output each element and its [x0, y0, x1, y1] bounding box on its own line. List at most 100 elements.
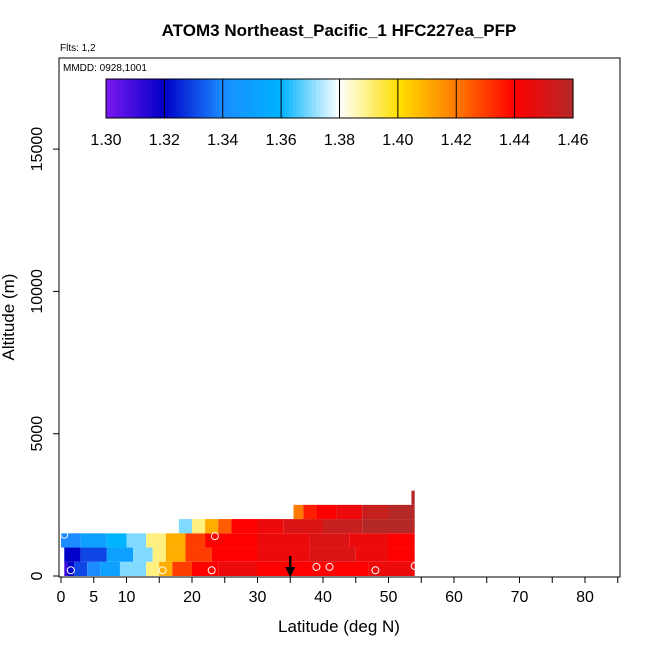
colorbar-swatch [242, 79, 247, 118]
colorbar-swatch [514, 79, 520, 118]
colorbar-tick-label: 1.30 [90, 132, 121, 149]
colorbar-swatch [156, 79, 162, 118]
x-axis-label: Latitude (deg N) [278, 617, 400, 636]
colorbar-swatch [549, 79, 555, 118]
colorbar-swatch [320, 79, 325, 118]
x-tick-label: 30 [249, 589, 267, 606]
heatmap-cell [165, 547, 186, 562]
flights-label: Flts: 1,2 [60, 43, 96, 54]
chart-title: ATOM3 Northeast_Pacific_1 HFC227ea_PFP [162, 21, 517, 40]
colorbar: 1.30 1.32 1.34 1.36 1.38 1.40 1.42 1.44 1.46 [90, 78, 589, 149]
colorbar-swatch [323, 79, 329, 118]
heatmap-cell [146, 561, 160, 576]
colorbar-swatch [545, 79, 551, 118]
colorbar-swatch [378, 79, 383, 118]
heatmap-cell [211, 547, 258, 562]
colorbar-swatch [113, 79, 119, 118]
colorbar-swatch [362, 79, 368, 118]
colorbar-swatch [160, 79, 165, 118]
heatmap-cell [61, 533, 81, 548]
heatmap-cell [362, 519, 415, 534]
heatmap-cell [368, 561, 415, 576]
colorbar-swatch [148, 79, 154, 118]
heatmap-cell [355, 547, 389, 562]
heatmap-cell [218, 519, 232, 534]
colorbar-swatch [351, 79, 356, 118]
colorbar-swatch [518, 79, 524, 118]
heatmap-cell [349, 533, 389, 548]
colorbar-swatch [133, 79, 138, 118]
colorbar-swatch [292, 79, 298, 118]
colorbar-swatch [510, 79, 516, 118]
colorbar-tick-label: 1.32 [149, 132, 180, 149]
heatmap-cell [336, 504, 363, 520]
colorbar-swatch [238, 79, 243, 118]
heatmap-cell [231, 519, 258, 534]
heatmap-cell [218, 561, 258, 576]
colorbar-swatch [199, 79, 204, 118]
sample-point [325, 562, 334, 571]
colorbar-swatch [479, 79, 485, 118]
colorbar-swatch [425, 79, 430, 118]
colorbar-swatch [285, 79, 290, 118]
colorbar-swatch [386, 79, 391, 118]
colorbar-tick-label: 1.38 [324, 132, 355, 149]
heatmap-cell [205, 519, 219, 534]
heatmap-cell [257, 533, 310, 548]
x-axis: 0 5 10 20 30 40 50 60 70 80 [57, 577, 619, 606]
colorbar-swatch [370, 79, 376, 118]
dates-label: MMDD: 0928,1001 [63, 63, 147, 74]
colorbar-swatch [121, 79, 127, 118]
heatmap-cell [67, 561, 75, 576]
colorbar-swatch [429, 79, 434, 118]
colorbar-swatch [390, 79, 395, 118]
colorbar-swatch [343, 79, 348, 118]
heatmap-cell [74, 561, 88, 576]
colorbar-swatch [261, 79, 267, 118]
colorbar-swatch [222, 79, 228, 118]
colorbar-swatch [269, 79, 274, 118]
colorbar-swatch [436, 79, 442, 118]
colorbar-swatch [401, 79, 407, 118]
heatmap-cell [309, 547, 356, 562]
colorbar-swatch [561, 79, 566, 118]
heatmap-cell [192, 519, 206, 534]
colorbar-swatch [444, 79, 450, 118]
colorbar-tick-label: 1.40 [382, 132, 413, 149]
colorbar-swatch [308, 79, 313, 118]
colorbar-swatch [499, 79, 504, 118]
colorbar-swatch [187, 79, 193, 118]
colorbar-swatch [176, 79, 181, 118]
sample-point [66, 566, 75, 575]
colorbar-tick-label: 1.34 [207, 132, 238, 149]
sample-point [60, 530, 69, 539]
x-tick-label: 20 [183, 589, 201, 606]
colorbar-swatch [265, 79, 271, 118]
heatmap-cell [126, 533, 147, 548]
colorbar-swatch [432, 79, 438, 118]
colorbar-swatch [152, 79, 158, 118]
colorbar-swatch [448, 79, 453, 118]
colorbar-swatch [277, 79, 282, 118]
colorbar-swatch [456, 79, 461, 118]
colorbar-swatch [141, 79, 146, 118]
x-tick-label: 50 [380, 589, 398, 606]
y-tick-label: 0 [29, 571, 46, 580]
colorbar-swatch [534, 79, 539, 118]
colorbar-swatch [253, 79, 259, 118]
colorbar-swatch [541, 79, 547, 118]
heatmap-cell [257, 547, 310, 562]
colorbar-swatch [125, 79, 130, 118]
colorbar-swatch [164, 79, 169, 118]
sample-point [158, 566, 167, 575]
x-tick-label: 70 [511, 589, 529, 606]
colorbar-swatch [129, 79, 134, 118]
colorbar-swatch [137, 79, 142, 118]
colorbar-swatch [312, 79, 317, 118]
colorbar-swatch [475, 79, 481, 118]
colorbar-swatch [409, 79, 415, 118]
colorbar-swatch [230, 79, 236, 118]
colorbar-swatch [417, 79, 422, 118]
colorbar-swatch [393, 79, 399, 118]
